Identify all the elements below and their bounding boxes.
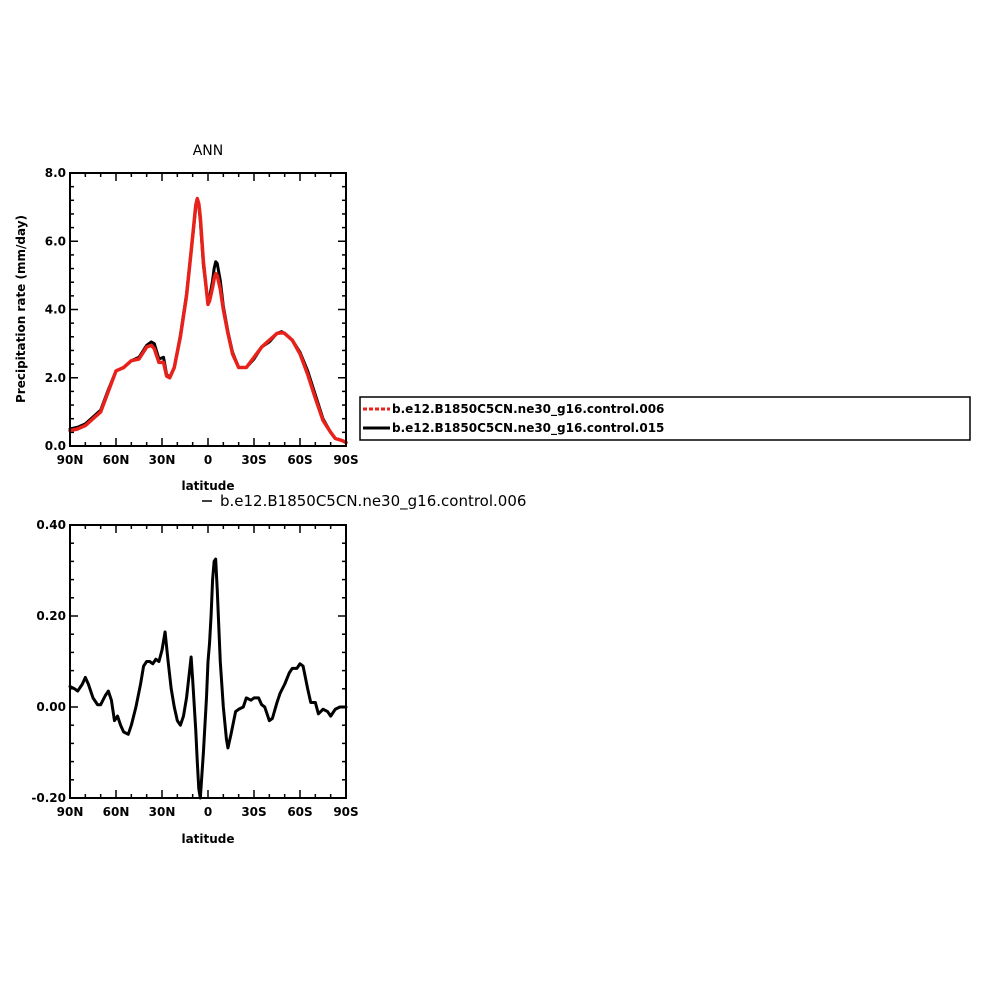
top-xtick-label: 90N: [57, 453, 84, 467]
bottom-ytick-label: 0.40: [36, 518, 66, 532]
bottom-ytick-label: 0.00: [36, 700, 66, 714]
precipitation-panel: ANN Precipitation rate (mm/day) latitude…: [14, 143, 359, 493]
top-axis-ticks: 90N 60N 30N 0 30S 60S 90S 0.0 2.0 4.0 6.0 8.0: [45, 166, 359, 467]
bottom-xtick-label: 30N: [149, 805, 176, 819]
top-y-axis-title: Precipitation rate (mm/day): [14, 215, 28, 403]
bottom-xtick-label: 90S: [333, 805, 358, 819]
bottom-plot-frame: [69, 524, 347, 799]
bottom-xtick-label: 30S: [241, 805, 266, 819]
legend-label-006: b.e12.B1850C5CN.ne30_g16.control.006: [392, 402, 664, 417]
top-x-axis-title: latitude: [181, 479, 234, 493]
bottom-ytick-label: -0.20: [31, 791, 66, 805]
top-plot-title: ANN: [193, 143, 224, 159]
top-ytick-label: 2.0: [45, 371, 66, 385]
top-ytick-label: 8.0: [45, 166, 66, 180]
top-series-group: [68, 196, 348, 445]
difference-panel: b.e12.B1850C5CN.ne30_g16.control.006 lat…: [31, 492, 526, 846]
top-plot-frame: [69, 172, 347, 447]
top-series-line-1: [68, 198, 348, 445]
legend-label-015: b.e12.B1850C5CN.ne30_g16.control.015: [392, 421, 664, 436]
legend: b.e12.B1850C5CN.ne30_g16.control.006 b.e…: [359, 396, 971, 441]
top-xtick-label: 60N: [103, 453, 130, 467]
bottom-ytick-label: 0.20: [36, 609, 66, 623]
bottom-series-line-0: [68, 557, 348, 800]
bottom-xtick-label: 0: [204, 805, 212, 819]
top-xtick-label: 60S: [287, 453, 312, 467]
bottom-series-group: [68, 557, 348, 800]
bottom-x-axis-title: latitude: [181, 832, 234, 846]
bottom-xtick-label: 60S: [287, 805, 312, 819]
top-xtick-label: 0: [204, 453, 212, 467]
legend-box: [359, 396, 971, 441]
top-xtick-label: 30N: [149, 453, 176, 467]
bottom-plot-title: b.e12.B1850C5CN.ne30_g16.control.006: [220, 492, 526, 511]
top-ytick-label: 0.0: [45, 439, 66, 453]
bottom-xtick-label: 90N: [57, 805, 84, 819]
bottom-xtick-label: 60N: [103, 805, 130, 819]
top-xtick-label: 30S: [241, 453, 266, 467]
bottom-axis-ticks: 90N 60N 30N 0 30S 60S 90S -0.20 0.00 0.20 0.40: [31, 518, 358, 819]
top-ytick-label: 6.0: [45, 234, 66, 248]
top-series-line-0: [68, 196, 348, 445]
top-xtick-label: 90S: [333, 453, 358, 467]
top-ytick-label: 4.0: [45, 303, 66, 317]
